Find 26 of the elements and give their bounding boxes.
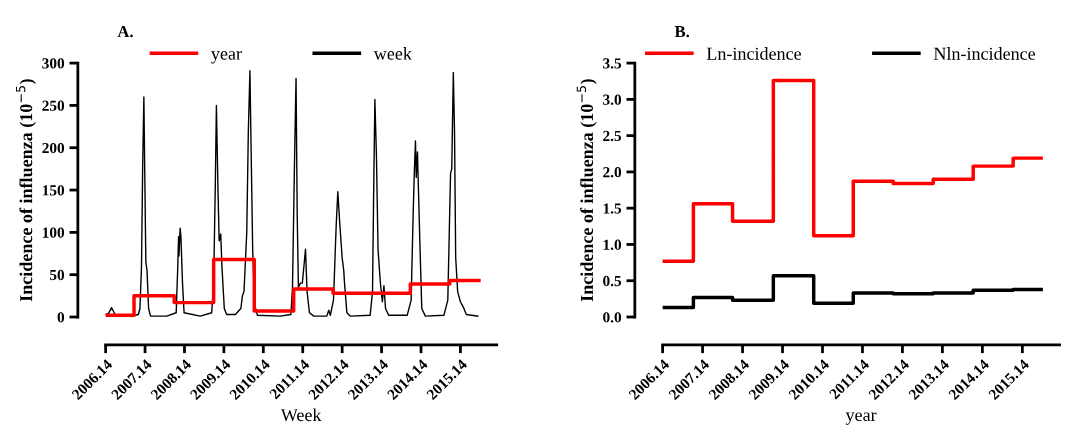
y-tick-label: 0.0	[603, 312, 622, 323]
y-tick-label: 0	[57, 312, 65, 323]
legend-label: year	[211, 51, 242, 64]
chart-title: A.	[117, 25, 133, 38]
legend-label: Nln-incidence	[933, 47, 1036, 60]
y-tick-label: 0.5	[603, 275, 622, 287]
legend-label: Ln-incidence	[706, 47, 801, 60]
y-tick-label: 3.0	[603, 94, 622, 105]
x-axis-title: year	[845, 412, 877, 425]
y-tick-label: 2.0	[603, 167, 622, 178]
y-tick-label: 100	[42, 227, 65, 238]
chart-title: B.	[674, 26, 690, 38]
y-axis-title: Incidence of influenza (10$^{−5}$)	[15, 79, 36, 302]
y-tick-label: 3.5	[603, 58, 622, 69]
y-tick-label: 50	[49, 269, 65, 281]
y-tick-label: 1.0	[603, 239, 622, 250]
y-tick-label: 250	[42, 100, 65, 111]
line-series	[105, 70, 479, 317]
y-tick-label: 2.5	[603, 130, 622, 142]
y-axis-title: Incidence of influenza (10$^{−5}$)	[576, 79, 597, 302]
y-tick-label: 1.5	[603, 203, 622, 214]
y-tick-label: 200	[42, 142, 65, 154]
legend-label: week	[373, 47, 412, 60]
y-tick-label: 300	[42, 58, 65, 69]
x-axis-title: Week	[280, 408, 322, 422]
y-tick-label: 150	[42, 185, 65, 196]
